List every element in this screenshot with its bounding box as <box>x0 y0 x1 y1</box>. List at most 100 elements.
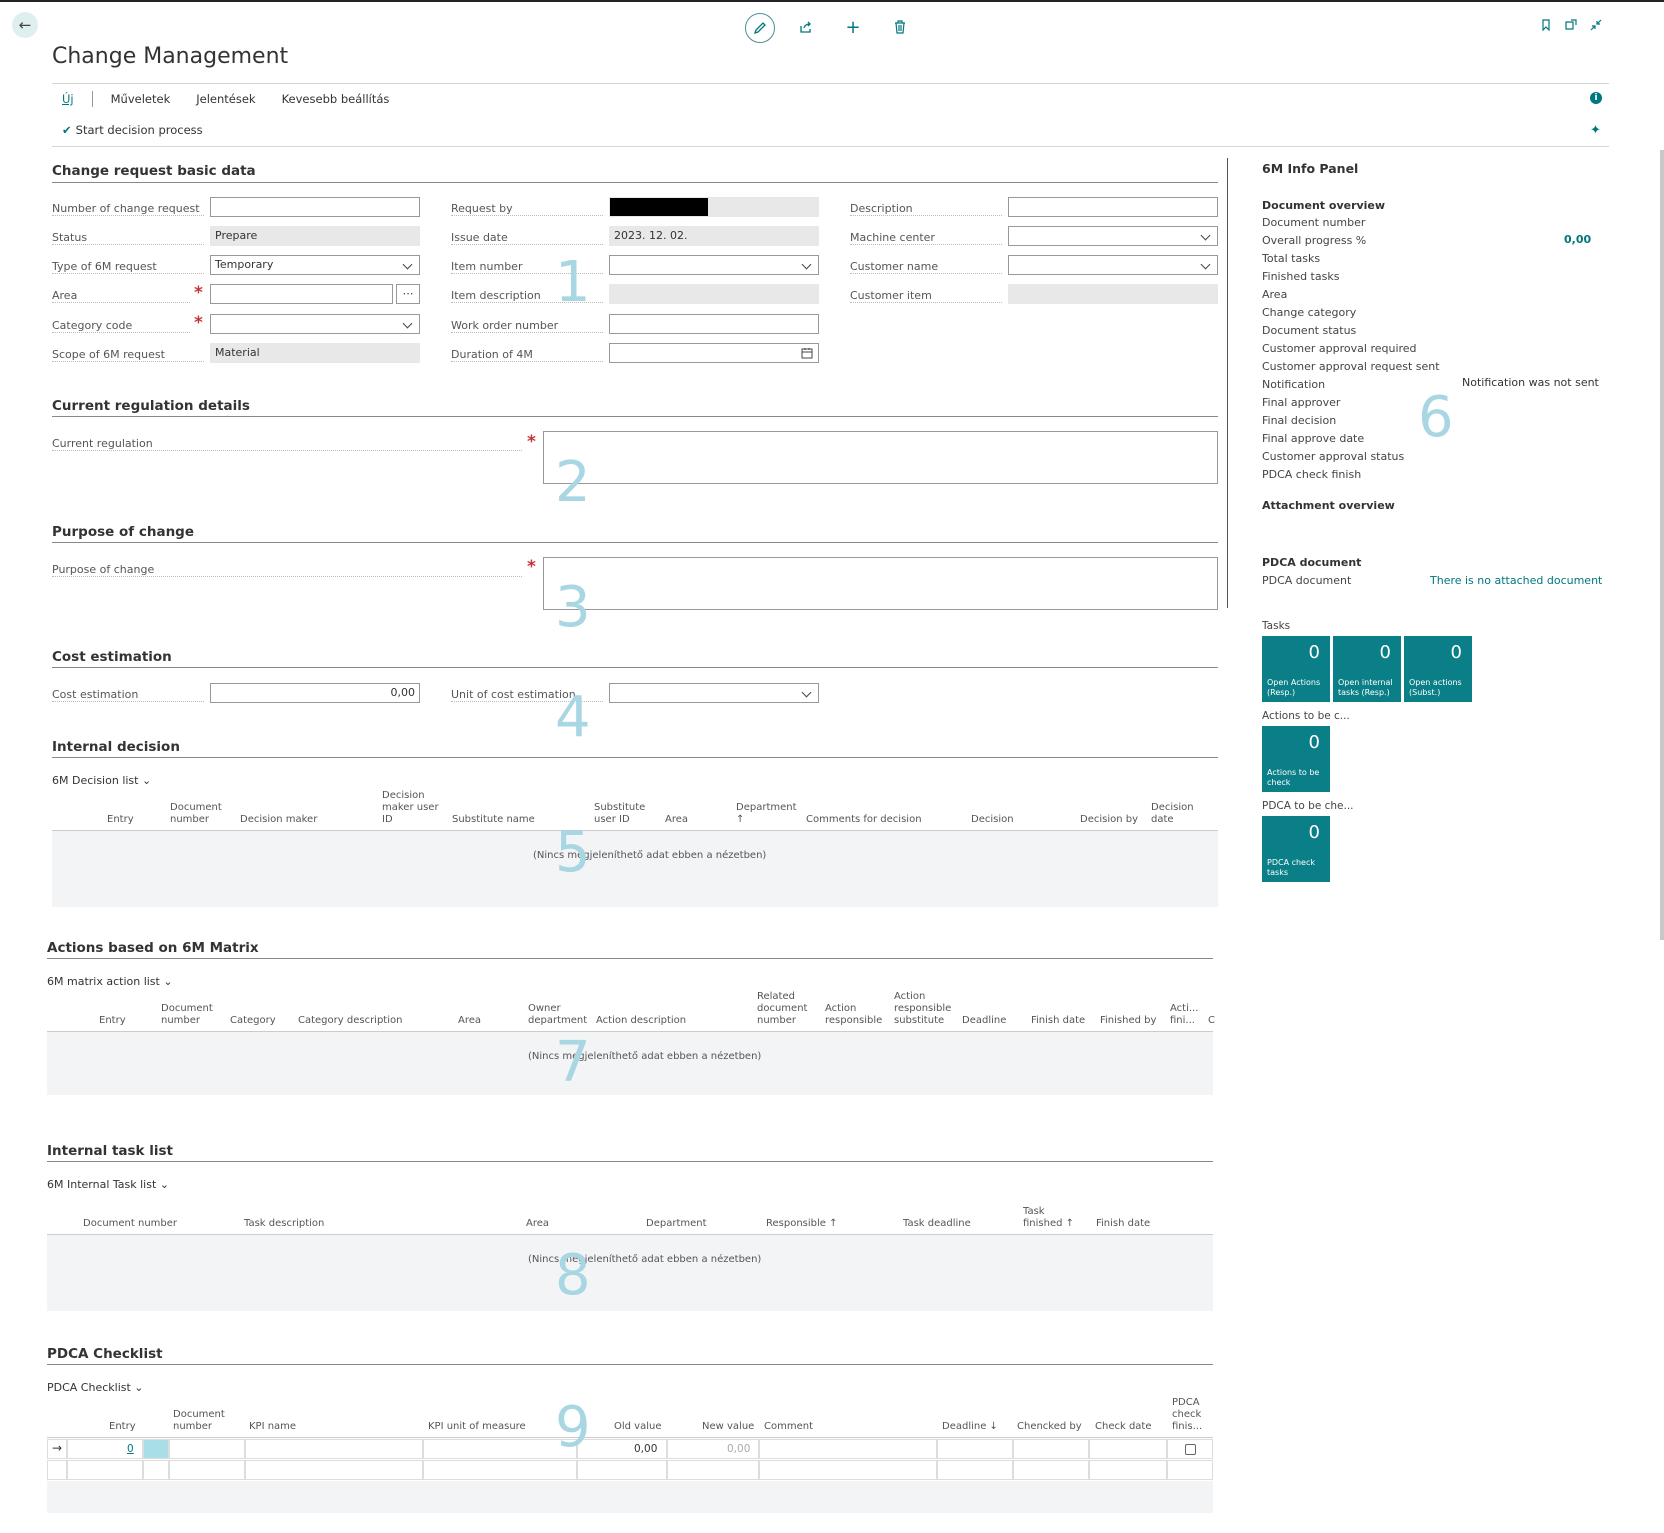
column-header[interactable]: Action responsible substitute <box>894 991 951 1027</box>
open-new-window-button[interactable] <box>1565 19 1577 34</box>
actions-to-check-tile[interactable]: 0 Actions to be check <box>1262 726 1330 792</box>
table-cell[interactable] <box>47 1439 67 1459</box>
table-cell[interactable] <box>1089 1460 1167 1480</box>
column-header[interactable]: C <box>1208 1015 1215 1027</box>
pdca-document-link[interactable]: There is no attached document <box>1430 574 1603 587</box>
collapse-button[interactable] <box>1590 19 1602 34</box>
table-cell[interactable] <box>67 1439 143 1459</box>
column-header[interactable]: Entry <box>107 814 134 826</box>
matrix-list-dropdown[interactable]: 6M matrix action list ⌄ <box>47 975 173 988</box>
column-header[interactable]: Old value <box>614 1421 662 1433</box>
column-header[interactable]: Deadline ↓ <box>942 1421 998 1433</box>
delete-button[interactable] <box>886 13 914 41</box>
table-cell[interactable] <box>577 1460 667 1480</box>
column-header[interactable]: KPI unit of measure <box>428 1421 526 1433</box>
back-button[interactable]: ← <box>12 12 38 38</box>
pdca-list-dropdown[interactable]: PDCA Checklist ⌄ <box>47 1381 144 1394</box>
table-cell[interactable] <box>47 1460 67 1480</box>
column-header[interactable]: Document number <box>161 1003 213 1027</box>
category-select[interactable] <box>210 314 420 334</box>
unit-select[interactable] <box>609 683 819 703</box>
table-cell[interactable] <box>937 1460 1013 1480</box>
column-header[interactable]: Acti... fini... <box>1170 1003 1198 1027</box>
machine-center-select[interactable] <box>1008 226 1218 246</box>
table-cell[interactable] <box>667 1460 759 1480</box>
table-cell[interactable] <box>143 1439 169 1459</box>
pdca-finish-checkbox[interactable] <box>1185 1444 1196 1455</box>
column-header[interactable]: Chencked by <box>1017 1421 1082 1433</box>
column-header[interactable]: Document number <box>83 1218 177 1230</box>
column-header[interactable]: Category <box>230 1015 276 1027</box>
column-header[interactable]: Document number <box>173 1409 225 1433</box>
pdca-check-tile[interactable]: 0 PDCA check tasks <box>1262 816 1330 882</box>
table-cell[interactable] <box>1167 1460 1213 1480</box>
column-header[interactable]: Decision date <box>1151 802 1194 826</box>
purpose-textarea[interactable] <box>543 557 1218 610</box>
table-cell[interactable] <box>759 1439 937 1459</box>
column-header[interactable]: Document number <box>170 802 222 826</box>
column-header[interactable]: Responsible ↑ <box>766 1218 838 1230</box>
table-cell[interactable] <box>1013 1460 1089 1480</box>
column-header[interactable]: Category description <box>298 1015 402 1027</box>
column-header[interactable]: Finished by <box>1100 1015 1156 1027</box>
column-header[interactable]: Entry <box>109 1421 136 1433</box>
table-cell[interactable] <box>937 1439 1013 1459</box>
pin-icon[interactable]: ✦ <box>1590 123 1601 138</box>
table-cell[interactable] <box>1013 1439 1089 1459</box>
new-action[interactable]: Új <box>62 92 74 106</box>
column-header[interactable]: Action responsible <box>825 1003 882 1027</box>
column-header[interactable]: Decision by <box>1080 814 1138 826</box>
new-button[interactable]: + <box>839 13 867 41</box>
table-cell[interactable] <box>577 1439 667 1459</box>
column-header[interactable]: Owner department <box>528 1003 587 1027</box>
reports-menu[interactable]: Jelentések <box>196 92 256 106</box>
column-header[interactable]: Task finished ↑ <box>1023 1206 1074 1230</box>
bookmark-button[interactable] <box>1541 19 1551 34</box>
cost-input[interactable]: 0,00 <box>210 683 420 703</box>
task-tile[interactable]: 0 Open Actions (Resp.) <box>1262 636 1330 702</box>
column-header[interactable]: New value <box>702 1421 754 1433</box>
share-button[interactable] <box>792 13 820 41</box>
table-cell[interactable] <box>245 1460 423 1480</box>
number-input[interactable] <box>210 197 420 217</box>
task-tile[interactable]: 0 Open actions (Subst.) <box>1404 636 1472 702</box>
start-decision-button[interactable]: ✔ Start decision process <box>62 123 203 137</box>
column-header[interactable]: Comments for decision <box>806 814 922 826</box>
column-header[interactable]: KPI name <box>249 1421 296 1433</box>
description-input[interactable] <box>1008 197 1218 217</box>
item-number-select[interactable] <box>609 255 819 275</box>
column-header[interactable]: PDCA check finis... <box>1172 1397 1202 1433</box>
area-lookup-button[interactable]: ⋯ <box>396 284 420 304</box>
column-header[interactable]: Decision maker <box>240 814 317 826</box>
table-cell[interactable] <box>423 1439 577 1459</box>
table-cell[interactable] <box>143 1460 169 1480</box>
duration-input[interactable] <box>609 343 819 363</box>
column-header[interactable]: Department ↑ <box>736 802 797 826</box>
table-cell[interactable] <box>667 1439 759 1459</box>
column-header[interactable]: Area <box>526 1218 549 1230</box>
column-header[interactable]: Entry <box>99 1015 126 1027</box>
table-cell[interactable] <box>169 1439 245 1459</box>
pdca-entry-link[interactable]: 0 <box>127 1443 134 1455</box>
column-header[interactable]: Substitute name <box>452 814 535 826</box>
fewer-options-menu[interactable]: Kevesebb beállítás <box>281 92 390 106</box>
table-cell[interactable] <box>1089 1439 1167 1459</box>
column-header[interactable]: Related document number <box>757 991 807 1027</box>
info-icon[interactable]: i <box>1590 92 1602 104</box>
column-header[interactable]: Decision <box>971 814 1014 826</box>
column-header[interactable]: Area <box>665 814 688 826</box>
edit-button[interactable] <box>745 13 775 43</box>
table-cell[interactable] <box>169 1460 245 1480</box>
actions-menu[interactable]: Műveletek <box>110 92 171 106</box>
work-order-input[interactable] <box>609 314 819 334</box>
decision-list-dropdown[interactable]: 6M Decision list ⌄ <box>52 774 151 787</box>
type-select[interactable]: Temporary <box>210 255 420 275</box>
tasks-list-dropdown[interactable]: 6M Internal Task list ⌄ <box>47 1178 169 1191</box>
column-header[interactable]: Check date <box>1095 1421 1152 1433</box>
column-header[interactable]: Department <box>646 1218 707 1230</box>
column-header[interactable]: Decision maker user ID <box>382 790 439 826</box>
calendar-icon[interactable] <box>801 347 813 359</box>
table-cell[interactable] <box>67 1460 143 1480</box>
column-header[interactable]: Finish date <box>1031 1015 1085 1027</box>
customer-name-select[interactable] <box>1008 255 1218 275</box>
